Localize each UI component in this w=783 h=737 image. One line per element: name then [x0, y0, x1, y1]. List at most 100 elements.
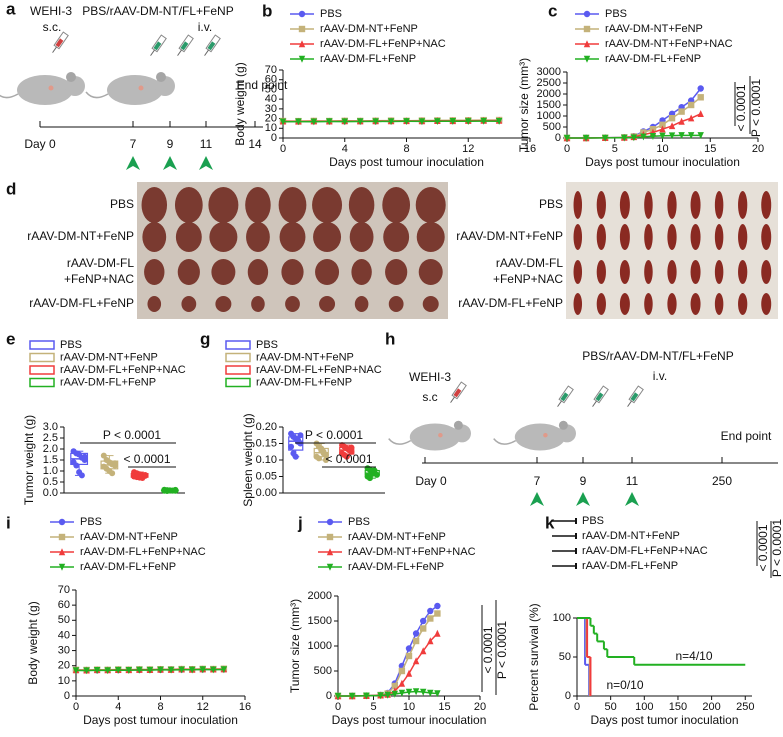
marker	[640, 133, 647, 141]
marker	[668, 122, 676, 130]
y-tick-label: 100	[553, 612, 571, 624]
y-tick-label: 0	[326, 690, 332, 702]
marker	[391, 690, 398, 698]
row-label: rAAV-DM-NT+FeNP	[456, 229, 563, 243]
legend-label: PBS	[80, 516, 102, 528]
marker	[377, 692, 384, 700]
x-tick-label: 5	[612, 143, 618, 155]
y-tick-label: 2000	[308, 590, 332, 602]
syringe-needle	[150, 49, 155, 56]
mouse-ear	[453, 420, 463, 430]
row-label: rAAV-DM-FL	[496, 256, 563, 270]
syringe	[627, 385, 644, 407]
x-tick-label: 4	[115, 701, 121, 713]
x-axis-label: Days post tumour inoculation	[83, 713, 238, 727]
tissue	[422, 296, 439, 312]
tissue	[215, 296, 232, 312]
syringe-needle	[204, 49, 209, 56]
point	[292, 453, 299, 460]
marker	[668, 132, 676, 140]
point	[78, 472, 85, 479]
tissue	[278, 187, 307, 223]
marker	[465, 118, 472, 125]
y-axis-label: Spleen weight (g)	[241, 413, 255, 506]
mouse-body	[17, 75, 73, 105]
diagram-label: WEHI-3	[30, 4, 72, 18]
tissue	[416, 222, 445, 252]
x-tick-label: 4	[342, 143, 348, 155]
row-label: rAAV-DM-FL+FeNP	[458, 296, 563, 310]
tumor-spot	[48, 85, 54, 91]
mouse-body	[107, 75, 163, 105]
mouse-tail	[493, 438, 517, 445]
annotation: < 0.0001	[325, 452, 372, 466]
annotation: < 0.0001	[481, 626, 495, 673]
legend-swatch	[225, 377, 251, 388]
point	[81, 453, 88, 460]
panel-label: i	[6, 513, 11, 532]
marker	[427, 615, 434, 622]
tissue	[667, 293, 677, 315]
y-tick-label: 0.05	[256, 470, 277, 482]
y-tick-label: 50	[58, 614, 70, 626]
legend-marker	[298, 10, 306, 18]
legend-label: rAAV-DM-FL+FeNP	[605, 53, 701, 65]
legend-label: PBS	[60, 339, 82, 351]
syringe-liquid	[55, 38, 64, 48]
marker	[146, 666, 154, 674]
row-label: PBS	[110, 197, 134, 211]
marker	[310, 118, 318, 126]
marker	[420, 647, 427, 655]
x-tick-label: 50	[605, 701, 617, 713]
x-tick-label: 8	[157, 701, 163, 713]
marker	[678, 117, 685, 125]
mouse-tail	[85, 91, 109, 99]
point	[343, 453, 350, 460]
tissue	[247, 259, 269, 285]
marker	[697, 110, 704, 117]
y-axis-label: Body weight (g)	[233, 62, 247, 145]
marker	[398, 689, 406, 697]
marker	[391, 682, 398, 690]
panel-label: a	[6, 0, 16, 18]
syringe-liquid	[207, 41, 216, 51]
syringe-needle	[627, 400, 632, 407]
point	[142, 471, 149, 478]
diagram-label: End point	[721, 429, 772, 443]
tumor-spot	[438, 432, 443, 438]
legend-marker	[583, 55, 591, 63]
row-label: +FeNP+NAC	[64, 272, 134, 286]
marker	[495, 117, 503, 125]
row-label: rAAV-DM-FL+FeNP	[29, 296, 134, 310]
y-axis-label: Percent survival (%)	[527, 603, 541, 710]
tissue	[319, 296, 336, 312]
y-tick-label: 3000	[537, 66, 561, 78]
tissue	[738, 224, 748, 250]
marker	[326, 118, 333, 126]
syringe-liquid	[453, 388, 462, 398]
marker	[104, 667, 111, 675]
point	[288, 443, 295, 450]
tissue	[690, 260, 701, 284]
marker	[387, 118, 395, 126]
point	[295, 438, 302, 445]
marker	[295, 118, 302, 126]
legend-label: rAAV-DM-NT+FeNP	[80, 531, 178, 543]
tissue	[144, 259, 165, 285]
annotation: < 0.0001	[756, 524, 770, 571]
tissue	[418, 259, 443, 285]
y-tick-label: 0.15	[256, 437, 277, 449]
marker	[687, 132, 695, 140]
legend-label: rAAV-DM-NT+FeNP+NAC	[348, 546, 476, 558]
legend-marker	[326, 563, 334, 571]
marker	[687, 101, 695, 109]
diagram-label: s.c	[422, 390, 437, 404]
tissue	[142, 222, 167, 252]
tissue	[761, 191, 772, 219]
annotation: < 0.0001	[123, 452, 170, 466]
mouse-body	[514, 423, 566, 451]
x-tick-label: 150	[669, 701, 687, 713]
y-tick-label: 40	[58, 629, 70, 641]
